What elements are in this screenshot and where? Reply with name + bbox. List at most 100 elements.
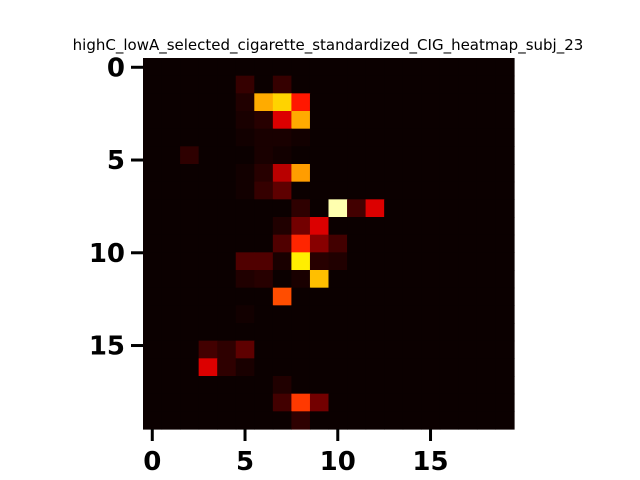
heatmap-cell [235, 75, 255, 94]
heatmap-cell [458, 340, 478, 359]
heatmap-cell [439, 323, 459, 342]
heatmap-cell [476, 181, 497, 200]
heatmap-cell [235, 270, 255, 289]
heatmap-cell [198, 411, 218, 430]
heatmap-cell [384, 252, 404, 271]
heatmap-cell [272, 323, 292, 342]
heatmap-cell [458, 58, 478, 77]
heatmap-cell [458, 270, 478, 289]
heatmap-cell [143, 323, 163, 342]
heatmap-cell [217, 376, 237, 395]
heatmap-cell [161, 75, 181, 94]
heatmap-cell [476, 358, 497, 377]
heatmap-cell [143, 93, 163, 112]
heatmap-cell [476, 393, 497, 412]
heatmap-cell [421, 393, 441, 412]
heatmap-cell [291, 358, 311, 377]
heatmap-cell [384, 376, 404, 395]
heatmap-cell [402, 411, 422, 430]
heatmap-cell [198, 340, 218, 359]
heatmap-cell [439, 111, 459, 130]
heatmap-cell [328, 199, 348, 218]
heatmap-cell [421, 305, 441, 324]
heatmap-cell [254, 75, 274, 94]
heatmap-cell [347, 270, 367, 289]
heatmap-cell [347, 146, 367, 165]
heatmap-cell [198, 75, 218, 94]
heatmap-cell [365, 340, 385, 359]
heatmap-cell [347, 358, 367, 377]
heatmap-cell [347, 111, 367, 130]
x-tick-label: 15 [412, 447, 448, 477]
heatmap-cell [254, 305, 274, 324]
heatmap-cell [217, 411, 237, 430]
heatmap-cell [458, 287, 478, 306]
heatmap-cell [458, 111, 478, 130]
heatmap-cell [347, 411, 367, 430]
heatmap-cell [439, 199, 459, 218]
heatmap-cell [180, 340, 200, 359]
heatmap-cell [254, 287, 274, 306]
heatmap-cell [254, 270, 274, 289]
heatmap-cell [217, 199, 237, 218]
heatmap-cell [476, 75, 497, 94]
heatmap-cell [291, 393, 311, 412]
heatmap-cell [347, 252, 367, 271]
heatmap-cell [143, 164, 163, 183]
heatmap-cell [421, 376, 441, 395]
heatmap-cell [180, 270, 200, 289]
heatmap-cell [309, 234, 330, 253]
heatmap-cell [347, 181, 367, 200]
heatmap-cell [439, 340, 459, 359]
heatmap-cell [365, 287, 385, 306]
heatmap-cell [328, 270, 348, 289]
heatmap-cell [272, 340, 292, 359]
heatmap-cell [365, 252, 385, 271]
heatmap-cell [384, 411, 404, 430]
heatmap-cell [254, 93, 274, 112]
heatmap-cell [328, 305, 348, 324]
heatmap-cell [439, 305, 459, 324]
heatmap-cell [143, 340, 163, 359]
heatmap-cell [198, 181, 218, 200]
heatmap-cell [328, 340, 348, 359]
heatmap-cell [439, 164, 459, 183]
heatmap-cell [217, 128, 237, 147]
heatmap-cell [476, 270, 497, 289]
heatmap-cell [476, 217, 497, 236]
heatmap-cell [235, 217, 255, 236]
heatmap-cell [254, 411, 274, 430]
heatmap-cell [161, 323, 181, 342]
heatmap-cell [272, 287, 292, 306]
heatmap-cell [458, 323, 478, 342]
heatmap-cell [328, 111, 348, 130]
heatmap-cell [217, 252, 237, 271]
heatmap-cell [347, 340, 367, 359]
heatmap-cell [402, 199, 422, 218]
heatmap-cell [495, 340, 515, 359]
heatmap-cell [254, 199, 274, 218]
heatmap-cell [421, 164, 441, 183]
heatmap-cell [235, 376, 255, 395]
heatmap-cell [328, 358, 348, 377]
heatmap-cell [217, 58, 237, 77]
heatmap-cell [309, 58, 330, 77]
heatmap-cell [254, 58, 274, 77]
heatmap-cell [198, 323, 218, 342]
heatmap-cell [365, 270, 385, 289]
heatmap-cell [272, 58, 292, 77]
heatmap-cell [161, 287, 181, 306]
heatmap-cell [365, 128, 385, 147]
heatmap-cell [421, 252, 441, 271]
y-tick-label: 0 [107, 53, 125, 83]
heatmap-cell [143, 252, 163, 271]
heatmap-cell [309, 393, 330, 412]
heatmap-cell [328, 75, 348, 94]
heatmap-cell [347, 128, 367, 147]
heatmap-cell [217, 393, 237, 412]
heatmap-cell [328, 217, 348, 236]
heatmap-cell [161, 146, 181, 165]
heatmap-cell [402, 146, 422, 165]
heatmap-cell [439, 58, 459, 77]
heatmap-cell [254, 323, 274, 342]
